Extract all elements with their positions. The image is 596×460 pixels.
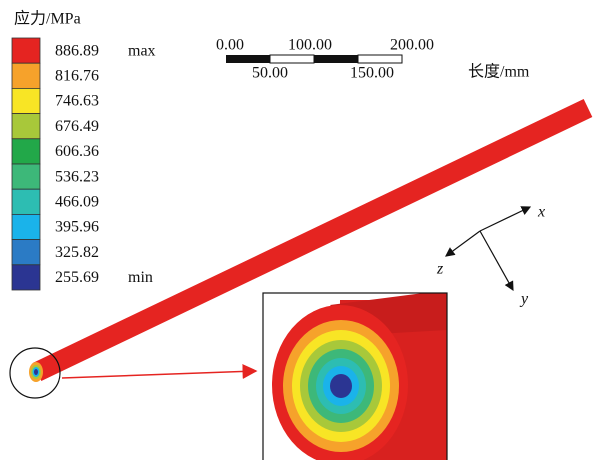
scale-label: 100.00 bbox=[288, 37, 332, 54]
legend-value: 536.23 bbox=[55, 168, 99, 185]
legend-note: min bbox=[128, 269, 153, 286]
scale-segment bbox=[270, 55, 314, 63]
unit-label: 长度/mm bbox=[468, 63, 530, 81]
axis-arrow bbox=[480, 207, 530, 231]
legend-swatch bbox=[12, 63, 40, 88]
legend-swatch bbox=[12, 114, 40, 139]
axis-arrow bbox=[480, 231, 513, 290]
legend-value: 255.69 bbox=[55, 269, 99, 286]
scale-label: 50.00 bbox=[252, 65, 288, 82]
scale-segment bbox=[314, 55, 358, 63]
rod-end bbox=[29, 362, 43, 382]
legend-value: 606.36 bbox=[55, 143, 99, 160]
axis-label: x bbox=[537, 204, 545, 221]
legend-title: 应力/MPa bbox=[14, 9, 81, 28]
legend-value: 325.82 bbox=[55, 244, 99, 261]
scale-segment bbox=[226, 55, 270, 63]
legend-swatch bbox=[12, 265, 40, 290]
inset bbox=[263, 290, 447, 460]
scale-segment bbox=[358, 55, 402, 63]
zoom-arrow bbox=[62, 371, 256, 378]
scale-bar: 0.00 100.00 200.00 50.00 150.00 长度/mm bbox=[216, 37, 530, 82]
legend: 886.89 max 816.76 746.63 676.49 606.36 536.23 4… bbox=[12, 38, 156, 290]
legend-swatch bbox=[12, 189, 40, 214]
legend-value: 886.89 bbox=[55, 42, 99, 59]
legend-swatch bbox=[12, 164, 40, 189]
legend-swatch bbox=[12, 139, 40, 164]
scale-label: 200.00 bbox=[390, 37, 434, 54]
scale-label: 0.00 bbox=[216, 37, 244, 54]
legend-swatch bbox=[12, 240, 40, 265]
legend-value: 746.63 bbox=[55, 93, 99, 110]
legend-swatch bbox=[12, 88, 40, 113]
axes-triad bbox=[446, 207, 530, 290]
scale-label: 150.00 bbox=[350, 65, 394, 82]
legend-value: 676.49 bbox=[55, 118, 99, 135]
figure: 应力/MPa 886.89 max 816.76 746.63 676.49 606.36… bbox=[0, 0, 596, 460]
legend-note: max bbox=[128, 42, 156, 59]
axis-label: y bbox=[519, 291, 529, 308]
legend-swatch bbox=[12, 214, 40, 239]
legend-swatch bbox=[12, 38, 40, 63]
axis-arrow bbox=[446, 231, 480, 256]
legend-value: 395.96 bbox=[55, 219, 99, 236]
axis-label: z bbox=[436, 261, 444, 278]
legend-value: 816.76 bbox=[55, 67, 99, 84]
legend-value: 466.09 bbox=[55, 193, 99, 210]
